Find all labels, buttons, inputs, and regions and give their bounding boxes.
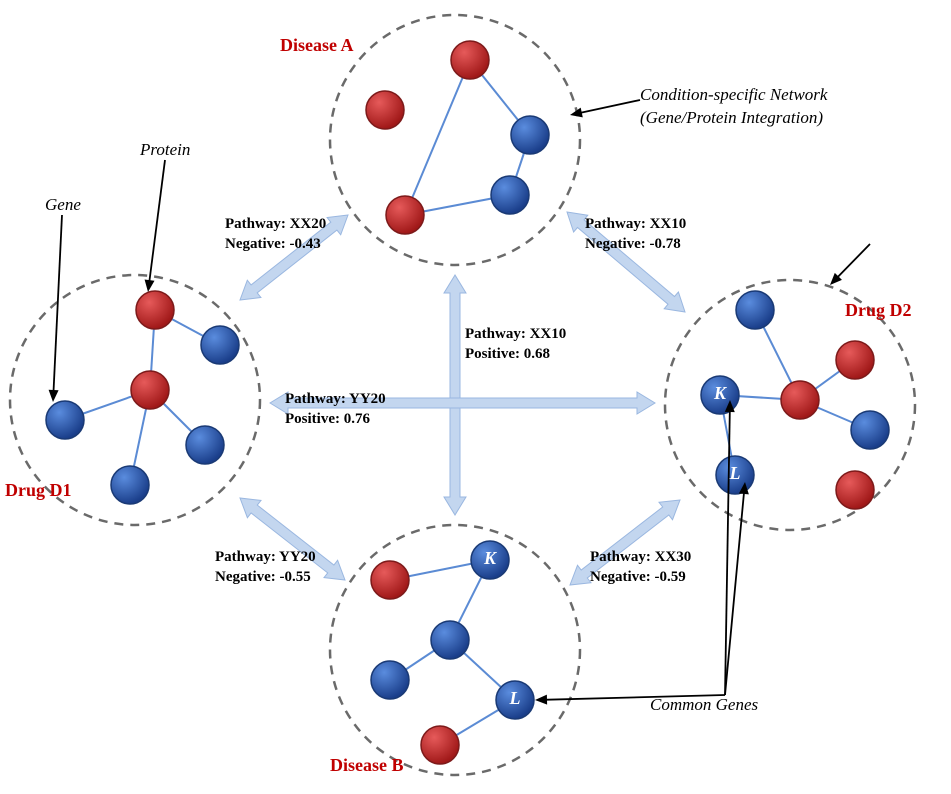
node-d1c [131,371,169,409]
node-a5 [386,196,424,234]
pathway-label-pD1_D2: Pathway: YY20Positive: 0.76 [285,390,386,429]
node-a2 [366,91,404,129]
node-b2 [371,561,409,599]
callout-gene-head [49,390,59,402]
label-gene: Gene [45,195,81,215]
title-disease-b: Disease B [330,755,404,776]
edge [405,60,470,215]
label-common-genes: Common Genes [650,695,758,715]
label-protein: Protein [140,140,190,160]
title-drug-d2: Drug D2 [845,300,912,321]
node-a3 [511,116,549,154]
title-drug-d1: Drug D1 [5,480,72,501]
node-d2g [716,456,754,494]
node-d1a [136,291,174,329]
node-b5 [496,681,534,719]
label-condition-network-2: (Gene/Protein Integration) [640,108,823,128]
node-d2f [836,471,874,509]
label-condition-network-1: Condition-specific Network [640,85,827,105]
node-d2d [781,381,819,419]
callout-condition-2 [836,244,870,279]
callout-protein [149,160,165,284]
node-d1e [186,426,224,464]
node-a1 [451,41,489,79]
callout-condition [578,100,640,113]
node-b3 [431,621,469,659]
pathway-label-pD1_B: Pathway: YY20Negative: -0.55 [215,548,316,587]
pathway-label-pA_D1: Pathway: XX20Negative: -0.43 [225,215,326,254]
pathway-label-pA_B: Pathway: XX10Positive: 0.68 [465,325,566,364]
node-a4 [491,176,529,214]
title-disease-a: Disease A [280,35,354,56]
callout-common-2-head [535,695,547,705]
node-d2c [701,376,739,414]
node-b1 [471,541,509,579]
node-b6 [421,726,459,764]
pathway-label-pD2_B: Pathway: XX30Negative: -0.59 [590,548,691,587]
node-d2b [836,341,874,379]
node-d2a [736,291,774,329]
node-d1b [201,326,239,364]
node-b4 [371,661,409,699]
node-d1d [46,401,84,439]
callout-protein-head [145,279,155,292]
arrow-pA_B [444,275,466,515]
node-d1f [111,466,149,504]
node-d2e [851,411,889,449]
pathway-label-pA_D2: Pathway: XX10Negative: -0.78 [585,215,686,254]
